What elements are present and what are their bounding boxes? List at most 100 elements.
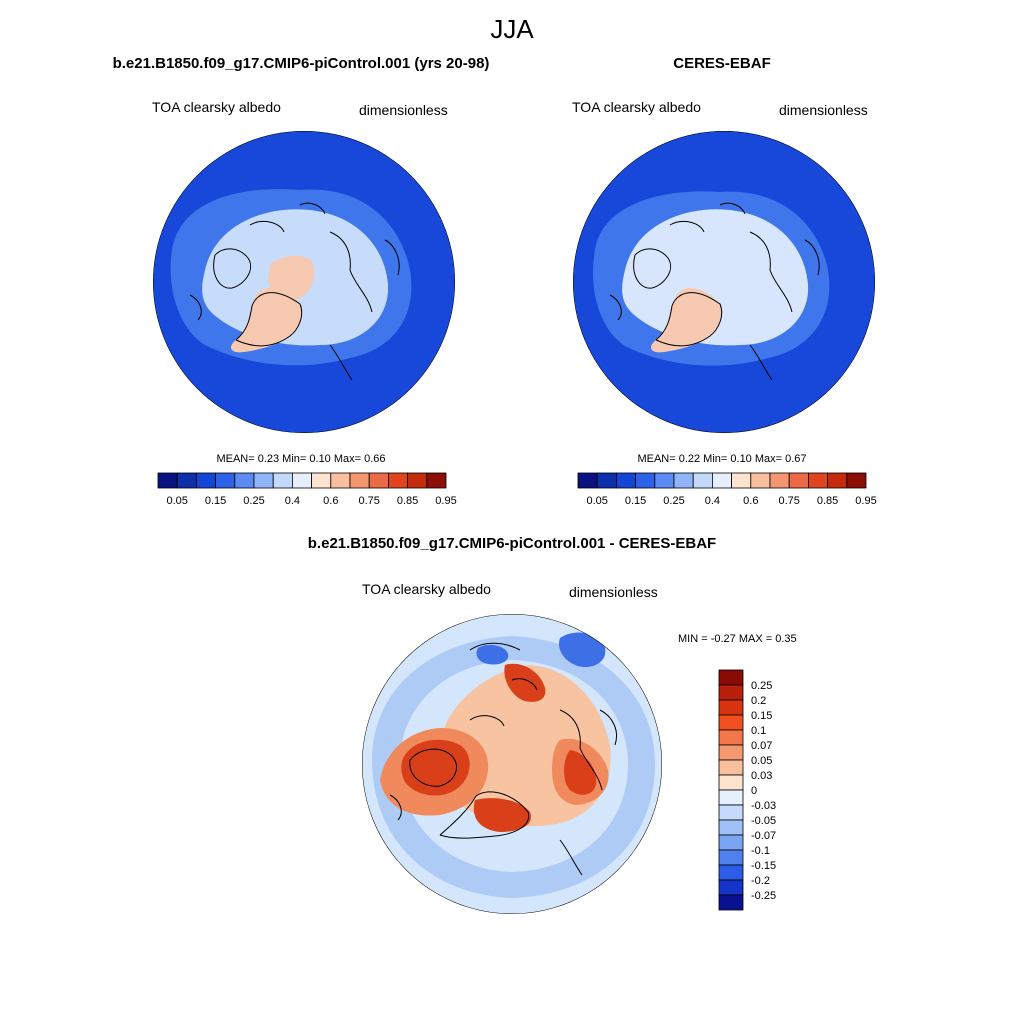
panel-2-stats: MEAN= 0.22 Min= 0.10 Max= 0.67 [637, 453, 807, 465]
colorbar-swatch [635, 472, 656, 489]
figure-title: JJA [490, 14, 534, 44]
colorbar-tick-label: 0.25 [243, 495, 264, 507]
colorbar-swatch [215, 472, 236, 489]
colorbar-swatch [718, 669, 744, 686]
colorbar-model: 0.05 0.15 0.25 0.4 0.6 0.75 0.85 0.95 [157, 472, 457, 507]
colorbar-swatch [750, 472, 771, 489]
colorbar-tick-label: 0.4 [705, 495, 720, 507]
colorbar-swatch [718, 774, 744, 791]
colorbar-swatch [718, 894, 744, 911]
map-diff-coastlines [389, 642, 617, 876]
map-model-sea-ice-high [268, 255, 315, 300]
map-ceres [573, 131, 875, 433]
map-ceres-coastlines [609, 202, 820, 381]
colorbar-swatch [654, 472, 675, 489]
colorbar-swatch [673, 472, 694, 489]
colorbar-swatch [195, 472, 216, 489]
colorbar-swatch [712, 472, 733, 489]
colorbar-swatch [718, 834, 744, 851]
colorbar-swatch [718, 804, 744, 821]
colorbar-tick-label: 0.95 [435, 495, 456, 507]
colorbar-swatch [718, 714, 744, 731]
map-diff-bering-negative [476, 644, 509, 665]
map-ceres-greenland [650, 287, 722, 353]
panel-2-title: CERES-EBAF [673, 55, 771, 72]
colorbar-tick-label: 0.95 [855, 495, 876, 507]
colorbar-tick-label: 0.4 [285, 495, 300, 507]
colorbar-swatch [272, 472, 293, 489]
colorbar-swatch [718, 864, 744, 881]
colorbar-swatch [788, 472, 809, 489]
colorbar-tick-label: 0.25 [663, 495, 684, 507]
colorbar-swatch [718, 789, 744, 806]
panel-3-title: b.e21.B1850.f09_g17.CMIP6-piControl.001 … [307, 535, 717, 552]
colorbar-difference: 0.25 0.2 0.15 0.1 0.07 0.05 0.03 0 -0.03 -0.05 -0.… [718, 669, 776, 911]
colorbar-swatch [291, 472, 312, 489]
colorbar-swatch [176, 472, 197, 489]
colorbar-tick-label: 0.25 [751, 680, 772, 692]
colorbar-swatch [769, 472, 790, 489]
colorbar-swatch [349, 472, 370, 489]
colorbar-swatch [692, 472, 713, 489]
panel-1-units: dimensionless [359, 102, 448, 118]
colorbar-tick-label: 0.07 [751, 740, 772, 752]
colorbar-swatch [387, 472, 408, 489]
colorbar-swatch [718, 729, 744, 746]
panel-2-variable: TOA clearsky albedo [572, 99, 701, 115]
map-ceres-arctic-region [622, 209, 809, 346]
colorbar-tick-label: 0.75 [358, 495, 379, 507]
colorbar-tick-label: 0.05 [751, 755, 772, 767]
colorbar-tick-label: 0.15 [205, 495, 226, 507]
colorbar-tick-label: 0.85 [397, 495, 418, 507]
colorbar-swatch [718, 759, 744, 776]
map-model-coastlines [189, 202, 400, 381]
colorbar-swatch [718, 849, 744, 866]
map-model-greenland [230, 287, 302, 353]
map-diff-alaska-max [504, 663, 546, 702]
panel-1-stats: MEAN= 0.23 Min= 0.10 Max= 0.66 [216, 453, 386, 465]
colorbar-swatch [718, 879, 744, 896]
colorbar-tick-label: 0.75 [778, 495, 799, 507]
colorbar-tick-label: 0.2 [751, 695, 766, 707]
panel-3-units: dimensionless [569, 584, 658, 600]
colorbar-tick-label: 0.15 [625, 495, 646, 507]
colorbar-tick-label: -0.05 [751, 815, 776, 827]
colorbar-tick-label: -0.2 [751, 875, 770, 887]
colorbar-swatch [808, 472, 829, 489]
map-diff-greenland-max [473, 798, 531, 832]
colorbar-tick-label: 0.1 [751, 725, 766, 737]
colorbar-tick-label: 0 [751, 785, 757, 797]
colorbar-swatch [718, 744, 744, 761]
colorbar-swatch [311, 472, 332, 489]
map-diff-pacific-negative [559, 632, 606, 668]
colorbar-swatch [616, 472, 637, 489]
panel-1-title: b.e21.B1850.f09_g17.CMIP6-piControl.001 … [112, 55, 490, 72]
colorbar-tick-label: 0.6 [743, 495, 758, 507]
colorbar-tick-label: 0.05 [166, 495, 187, 507]
panel-1-variable: TOA clearsky albedo [152, 99, 281, 115]
colorbar-tick-label: -0.25 [751, 890, 776, 902]
colorbar-swatch [718, 819, 744, 836]
panel-2-units: dimensionless [779, 102, 868, 118]
colorbar-tick-label: 0.05 [586, 495, 607, 507]
colorbar-swatch [718, 684, 744, 701]
colorbar-swatch [718, 699, 744, 716]
colorbar-swatch [234, 472, 255, 489]
colorbar-tick-label: 0.03 [751, 770, 772, 782]
map-diff-eurasia-max [564, 750, 597, 795]
colorbar-tick-label: 0.6 [323, 495, 338, 507]
colorbar-swatch [846, 472, 867, 489]
colorbar-swatch [253, 472, 274, 489]
panel-3-stats: MIN = -0.27 MAX = 0.35 [678, 633, 797, 645]
colorbar-swatch [596, 472, 617, 489]
colorbar-ceres: 0.05 0.15 0.25 0.4 0.6 0.75 0.85 0.95 [577, 472, 877, 507]
colorbar-tick-label: -0.15 [751, 860, 776, 872]
colorbar-swatch [426, 472, 447, 489]
colorbar-swatch [577, 472, 598, 489]
panel-3-variable: TOA clearsky albedo [362, 581, 491, 597]
colorbar-tick-label: -0.03 [751, 800, 776, 812]
colorbar-swatch [731, 472, 752, 489]
colorbar-swatch [157, 472, 178, 489]
colorbar-tick-label: -0.1 [751, 845, 770, 857]
